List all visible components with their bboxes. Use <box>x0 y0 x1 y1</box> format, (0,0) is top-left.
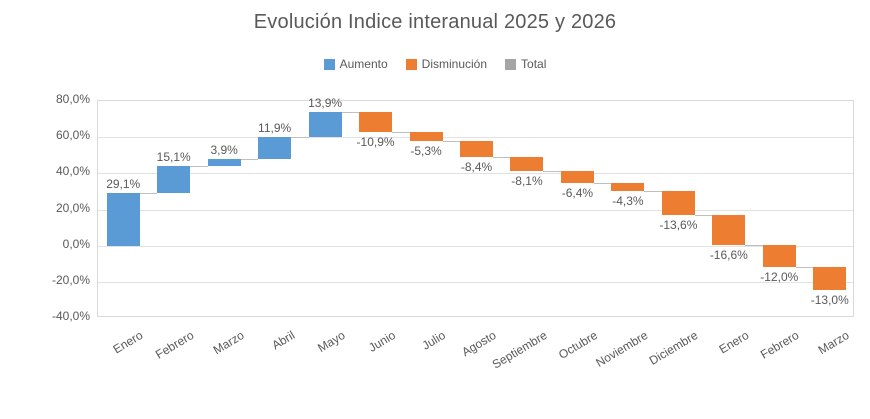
x-tick-label: Enero <box>110 328 146 357</box>
data-label: -6,4% <box>561 185 594 200</box>
x-tick-label: Septiembre <box>489 328 550 372</box>
x-tick-label: Abril <box>269 328 297 353</box>
data-label: 11,9% <box>258 121 292 136</box>
bar-enero-12[interactable] <box>712 215 746 246</box>
y-tick-label: 0,0% <box>62 236 90 251</box>
data-label: -13,0% <box>810 293 849 308</box>
x-tick-label: Marzo <box>210 328 247 358</box>
x-tick-label: Julio <box>419 328 449 353</box>
bar-abril-3[interactable] <box>258 137 292 159</box>
legend-swatch-increase <box>323 58 335 70</box>
connector-line <box>493 156 511 158</box>
legend-item-aumento[interactable]: Aumento <box>323 57 388 71</box>
connector-line <box>745 245 763 247</box>
data-label: -8,1% <box>511 174 543 189</box>
legend-item-disminucion[interactable]: Disminución <box>405 57 488 71</box>
gridline <box>98 173 853 175</box>
data-label: -8,4% <box>460 159 493 174</box>
x-tick-label: Enero <box>716 328 752 357</box>
bar-octubre-9[interactable] <box>560 171 594 183</box>
bar-junio-5[interactable] <box>359 112 393 132</box>
connector-line <box>543 171 561 173</box>
connector-line <box>341 112 360 114</box>
chart-legend: Aumento Disminución Total <box>0 57 870 71</box>
data-label: -4,3% <box>612 193 644 208</box>
connector-line <box>392 131 410 133</box>
x-tick-label: Junio <box>365 328 398 355</box>
bar-julio-6[interactable] <box>409 131 443 142</box>
bar-enero-0[interactable] <box>106 193 140 246</box>
data-label: -10,9% <box>356 134 395 149</box>
connector-line <box>644 190 662 192</box>
y-tick-label: -40,0% <box>51 309 90 323</box>
bar-diciembre-11[interactable] <box>661 190 695 216</box>
legend-item-total[interactable]: Total <box>505 57 546 71</box>
plot-area: 29,1% 15,1% 3,9% 11,9% 13,9% -10,9% -5,3% -8,4%… <box>97 96 854 317</box>
bar-marzo-14[interactable] <box>813 266 847 291</box>
gridline <box>98 281 853 283</box>
bar-septiembre-8[interactable] <box>510 156 544 172</box>
data-label: 3,9% <box>210 142 238 157</box>
x-tick-label: Febrero <box>758 328 802 362</box>
data-label: -12,0% <box>760 269 799 284</box>
data-label: -13,6% <box>659 218 698 233</box>
connector-line <box>694 215 713 217</box>
connector-line <box>240 158 259 160</box>
connector-line <box>442 141 460 143</box>
connector-line <box>139 193 158 195</box>
data-label: -5,3% <box>410 144 442 159</box>
bar-mayo-4[interactable] <box>308 112 342 138</box>
gridline <box>98 209 853 211</box>
x-tick-label: Diciembre <box>647 328 701 368</box>
x-tick-label: Mayo <box>314 328 348 356</box>
x-tick-label: Agosto <box>459 328 499 360</box>
x-tick-label: Marzo <box>816 328 852 358</box>
bar-febrero-13[interactable] <box>762 245 796 267</box>
connector-line <box>190 165 208 167</box>
legend-swatch-total <box>505 58 517 70</box>
gridline <box>98 245 853 247</box>
x-tick-label: Febrero <box>152 328 196 362</box>
connector-line <box>795 266 814 268</box>
bar-marzo-2[interactable] <box>207 158 241 166</box>
bar-febrero-1[interactable] <box>157 165 191 194</box>
x-tick-label: Noviembre <box>593 328 651 370</box>
bar-agosto-7[interactable] <box>460 141 493 157</box>
legend-label-disminucion: Disminución <box>421 57 488 71</box>
y-tick-label: 60,0% <box>55 128 90 143</box>
data-label: 29,1% <box>106 177 141 192</box>
y-tick-label: -20,0% <box>51 272 90 287</box>
data-label: 15,1% <box>156 149 191 164</box>
legend-swatch-decrease <box>405 58 417 70</box>
y-tick-label: 40,0% <box>55 164 90 179</box>
y-tick-label: 20,0% <box>55 200 90 215</box>
legend-label-total: Total <box>521 57 547 71</box>
gridline <box>98 137 853 139</box>
legend-label-aumento: Aumento <box>339 57 388 71</box>
data-label: -16,6% <box>709 248 748 263</box>
connector-line <box>593 182 612 184</box>
chart-title: Evolución Indice interanual 2025 y 2026 <box>253 11 617 33</box>
bar-noviembre-10[interactable] <box>611 182 645 191</box>
y-tick-label: 80,0% <box>55 92 90 106</box>
connector-line <box>291 137 309 139</box>
data-label: 13,9% <box>308 96 343 111</box>
